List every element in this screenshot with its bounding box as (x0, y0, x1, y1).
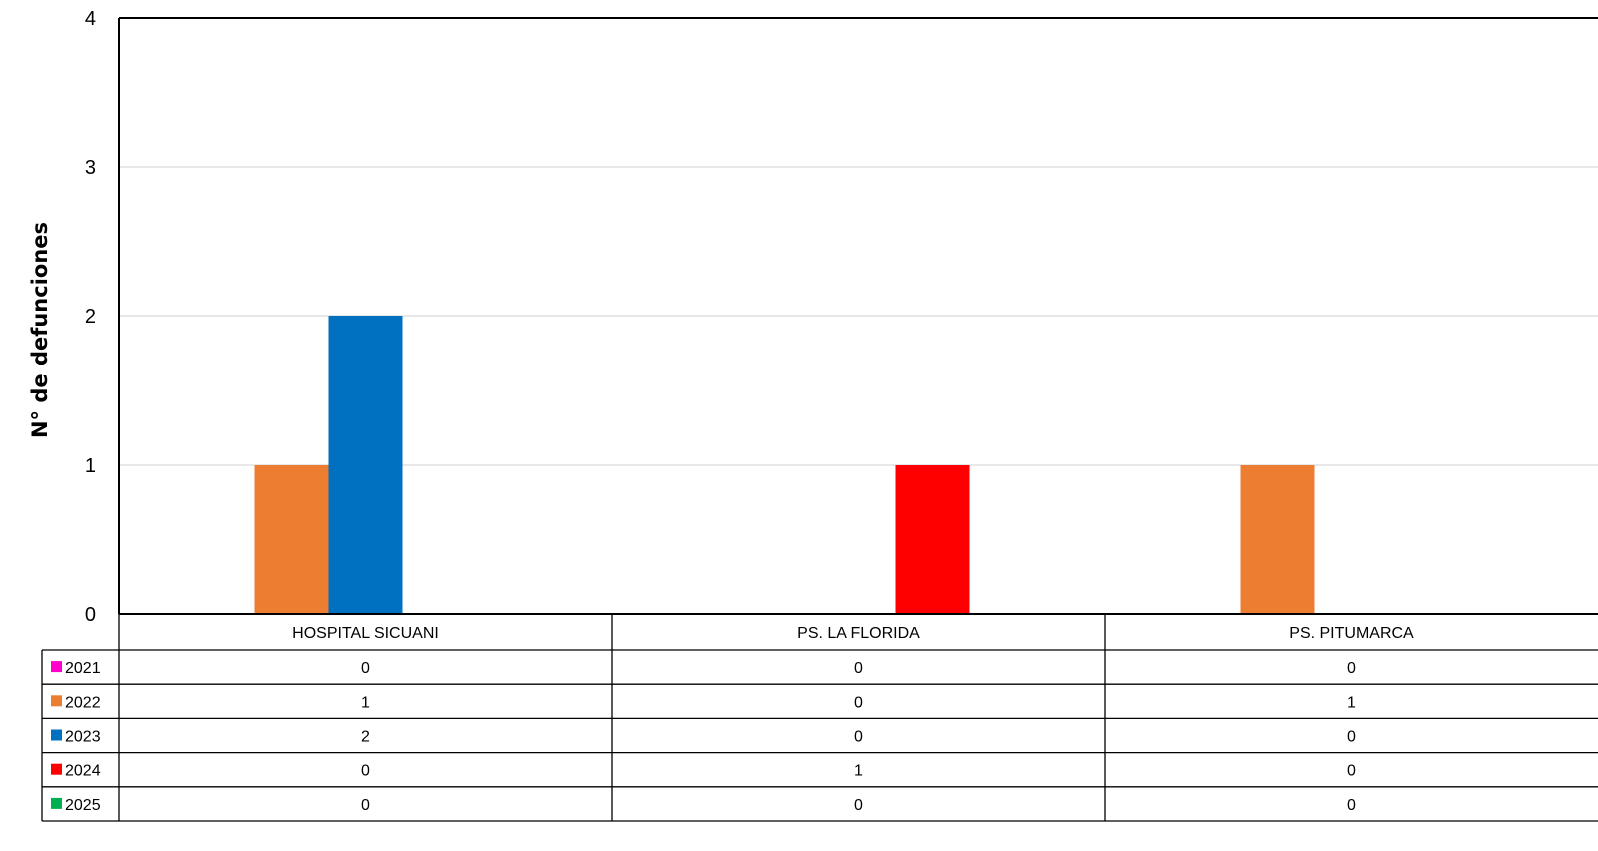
y-tick-label: 4 (85, 8, 96, 30)
data-table: HOSPITAL SICUANI PS. LA FLORIDA PS. PITUMA… (41, 614, 1598, 822)
data-label: 2 (361, 729, 370, 746)
y-tick-label: 0 (85, 604, 96, 626)
x-tick-label: HOSPITAL SICUANI (292, 625, 439, 642)
data-label: 0 (854, 694, 863, 711)
legend-swatch-2025 (51, 797, 62, 809)
data-label: 0 (1347, 797, 1356, 814)
data-label: 1 (1347, 694, 1356, 711)
data-label: 0 (854, 797, 863, 814)
legend-swatch-2021 (51, 661, 62, 673)
data-label: 0 (1347, 660, 1356, 677)
bar-2022-0 (254, 465, 329, 614)
data-label: 0 (361, 797, 370, 814)
legend-label-2021: 2021 (65, 660, 101, 677)
y-axis-label: N° de defunciones (28, 222, 52, 438)
x-tick-label: PS. LA FLORIDA (797, 625, 920, 642)
data-label: 0 (361, 660, 370, 677)
data-label: 1 (854, 763, 863, 780)
bar-2023-0 (328, 316, 403, 614)
legend-swatch-2022 (51, 695, 62, 707)
data-label: 0 (1347, 763, 1356, 780)
legend-label-2025: 2025 (65, 797, 101, 814)
bars (254, 316, 1315, 614)
data-label: 1 (361, 694, 370, 711)
axes (118, 17, 1598, 615)
legend-swatch-2023 (51, 729, 62, 741)
y-tick-label: 2 (85, 306, 96, 328)
legend-label-2024: 2024 (65, 763, 101, 780)
y-tick-label: 1 (85, 455, 96, 477)
data-label: 0 (361, 763, 370, 780)
legend-label-2023: 2023 (65, 729, 101, 746)
y-tick-label: 3 (85, 157, 96, 179)
data-label: 0 (854, 729, 863, 746)
data-label: 0 (1347, 729, 1356, 746)
y-tick-labels: 0 1 2 3 4 (85, 8, 96, 626)
x-tick-label: PS. PITUMARCA (1289, 625, 1414, 642)
bar-2022-2 (1240, 465, 1315, 614)
legend-label-2022: 2022 (65, 694, 101, 711)
legend-swatch-2024 (51, 763, 62, 775)
data-label: 0 (854, 660, 863, 677)
bar-2024-1 (895, 465, 970, 614)
